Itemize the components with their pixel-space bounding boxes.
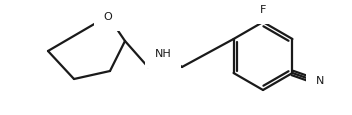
Text: F: F [260,5,266,15]
Text: O: O [103,12,112,22]
Text: N: N [316,75,325,85]
Text: NH: NH [155,49,171,59]
